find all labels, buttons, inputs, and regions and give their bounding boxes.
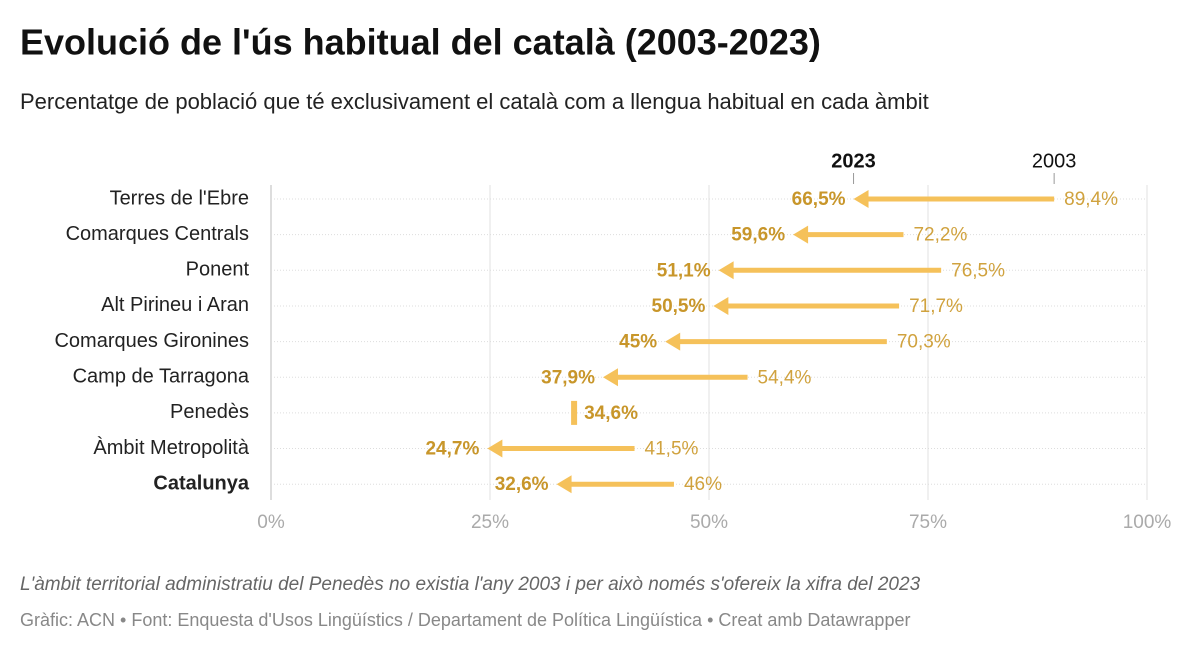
- arrow-head: [853, 190, 869, 208]
- value-label: 37,9%: [541, 367, 595, 388]
- point: [571, 400, 578, 425]
- arrow-head: [556, 475, 572, 494]
- series-label: 2023: [831, 150, 876, 172]
- value-label: 89,4%: [1064, 189, 1118, 210]
- value-label: 59,6%: [731, 225, 785, 246]
- category-label: Àmbit Metropolità: [93, 436, 249, 459]
- source: Gràfic: ACN • Font: Enquesta d'Usos Ling…: [20, 610, 910, 630]
- arrow-head: [487, 439, 503, 458]
- value-label: 32,6%: [495, 474, 549, 495]
- value-label: 51,1%: [657, 260, 711, 281]
- arrow-head: [793, 225, 809, 244]
- value-label: 54,4%: [758, 367, 812, 388]
- x-tick-label: 25%: [471, 512, 509, 533]
- value-label: 70,3%: [897, 332, 951, 353]
- series-label: 2003: [1032, 150, 1077, 172]
- value-label: 50,5%: [652, 296, 706, 317]
- value-label: 76,5%: [951, 260, 1005, 281]
- value-label: 41,5%: [645, 439, 699, 460]
- value-label: 66,5%: [792, 189, 846, 210]
- value-label: 45%: [619, 332, 657, 353]
- arrow-head: [718, 261, 734, 280]
- arrow-head: [713, 296, 729, 315]
- category-label: Catalunya: [153, 472, 249, 494]
- category-label: Penedès: [170, 401, 249, 423]
- x-tick-label: 50%: [690, 512, 728, 533]
- category-label: Terres de l'Ebre: [110, 187, 249, 209]
- category-label: Camp de Tarragona: [73, 366, 250, 388]
- chart-title: Evolució de l'ús habitual del català (20…: [20, 22, 821, 63]
- x-tick-label: 100%: [1123, 512, 1172, 533]
- value-label: 34,6%: [584, 403, 638, 424]
- arrow-head: [603, 368, 619, 387]
- arrow-head: [665, 332, 681, 351]
- note: L'àmbit territorial administratiu del Pe…: [20, 574, 921, 595]
- x-tick-label: 0%: [257, 512, 285, 533]
- x-tick-label: 75%: [909, 512, 947, 533]
- category-label: Comarques Gironines: [54, 330, 249, 352]
- value-label: 24,7%: [425, 439, 479, 460]
- category-label: Ponent: [186, 259, 250, 281]
- chart-subtitle: Percentatge de població que té exclusiva…: [20, 89, 929, 114]
- category-label: Alt Pirineu i Aran: [101, 294, 249, 316]
- category-label: Comarques Centrals: [66, 223, 249, 245]
- value-label: 46%: [684, 474, 722, 495]
- value-label: 71,7%: [909, 296, 963, 317]
- value-label: 72,2%: [913, 225, 967, 246]
